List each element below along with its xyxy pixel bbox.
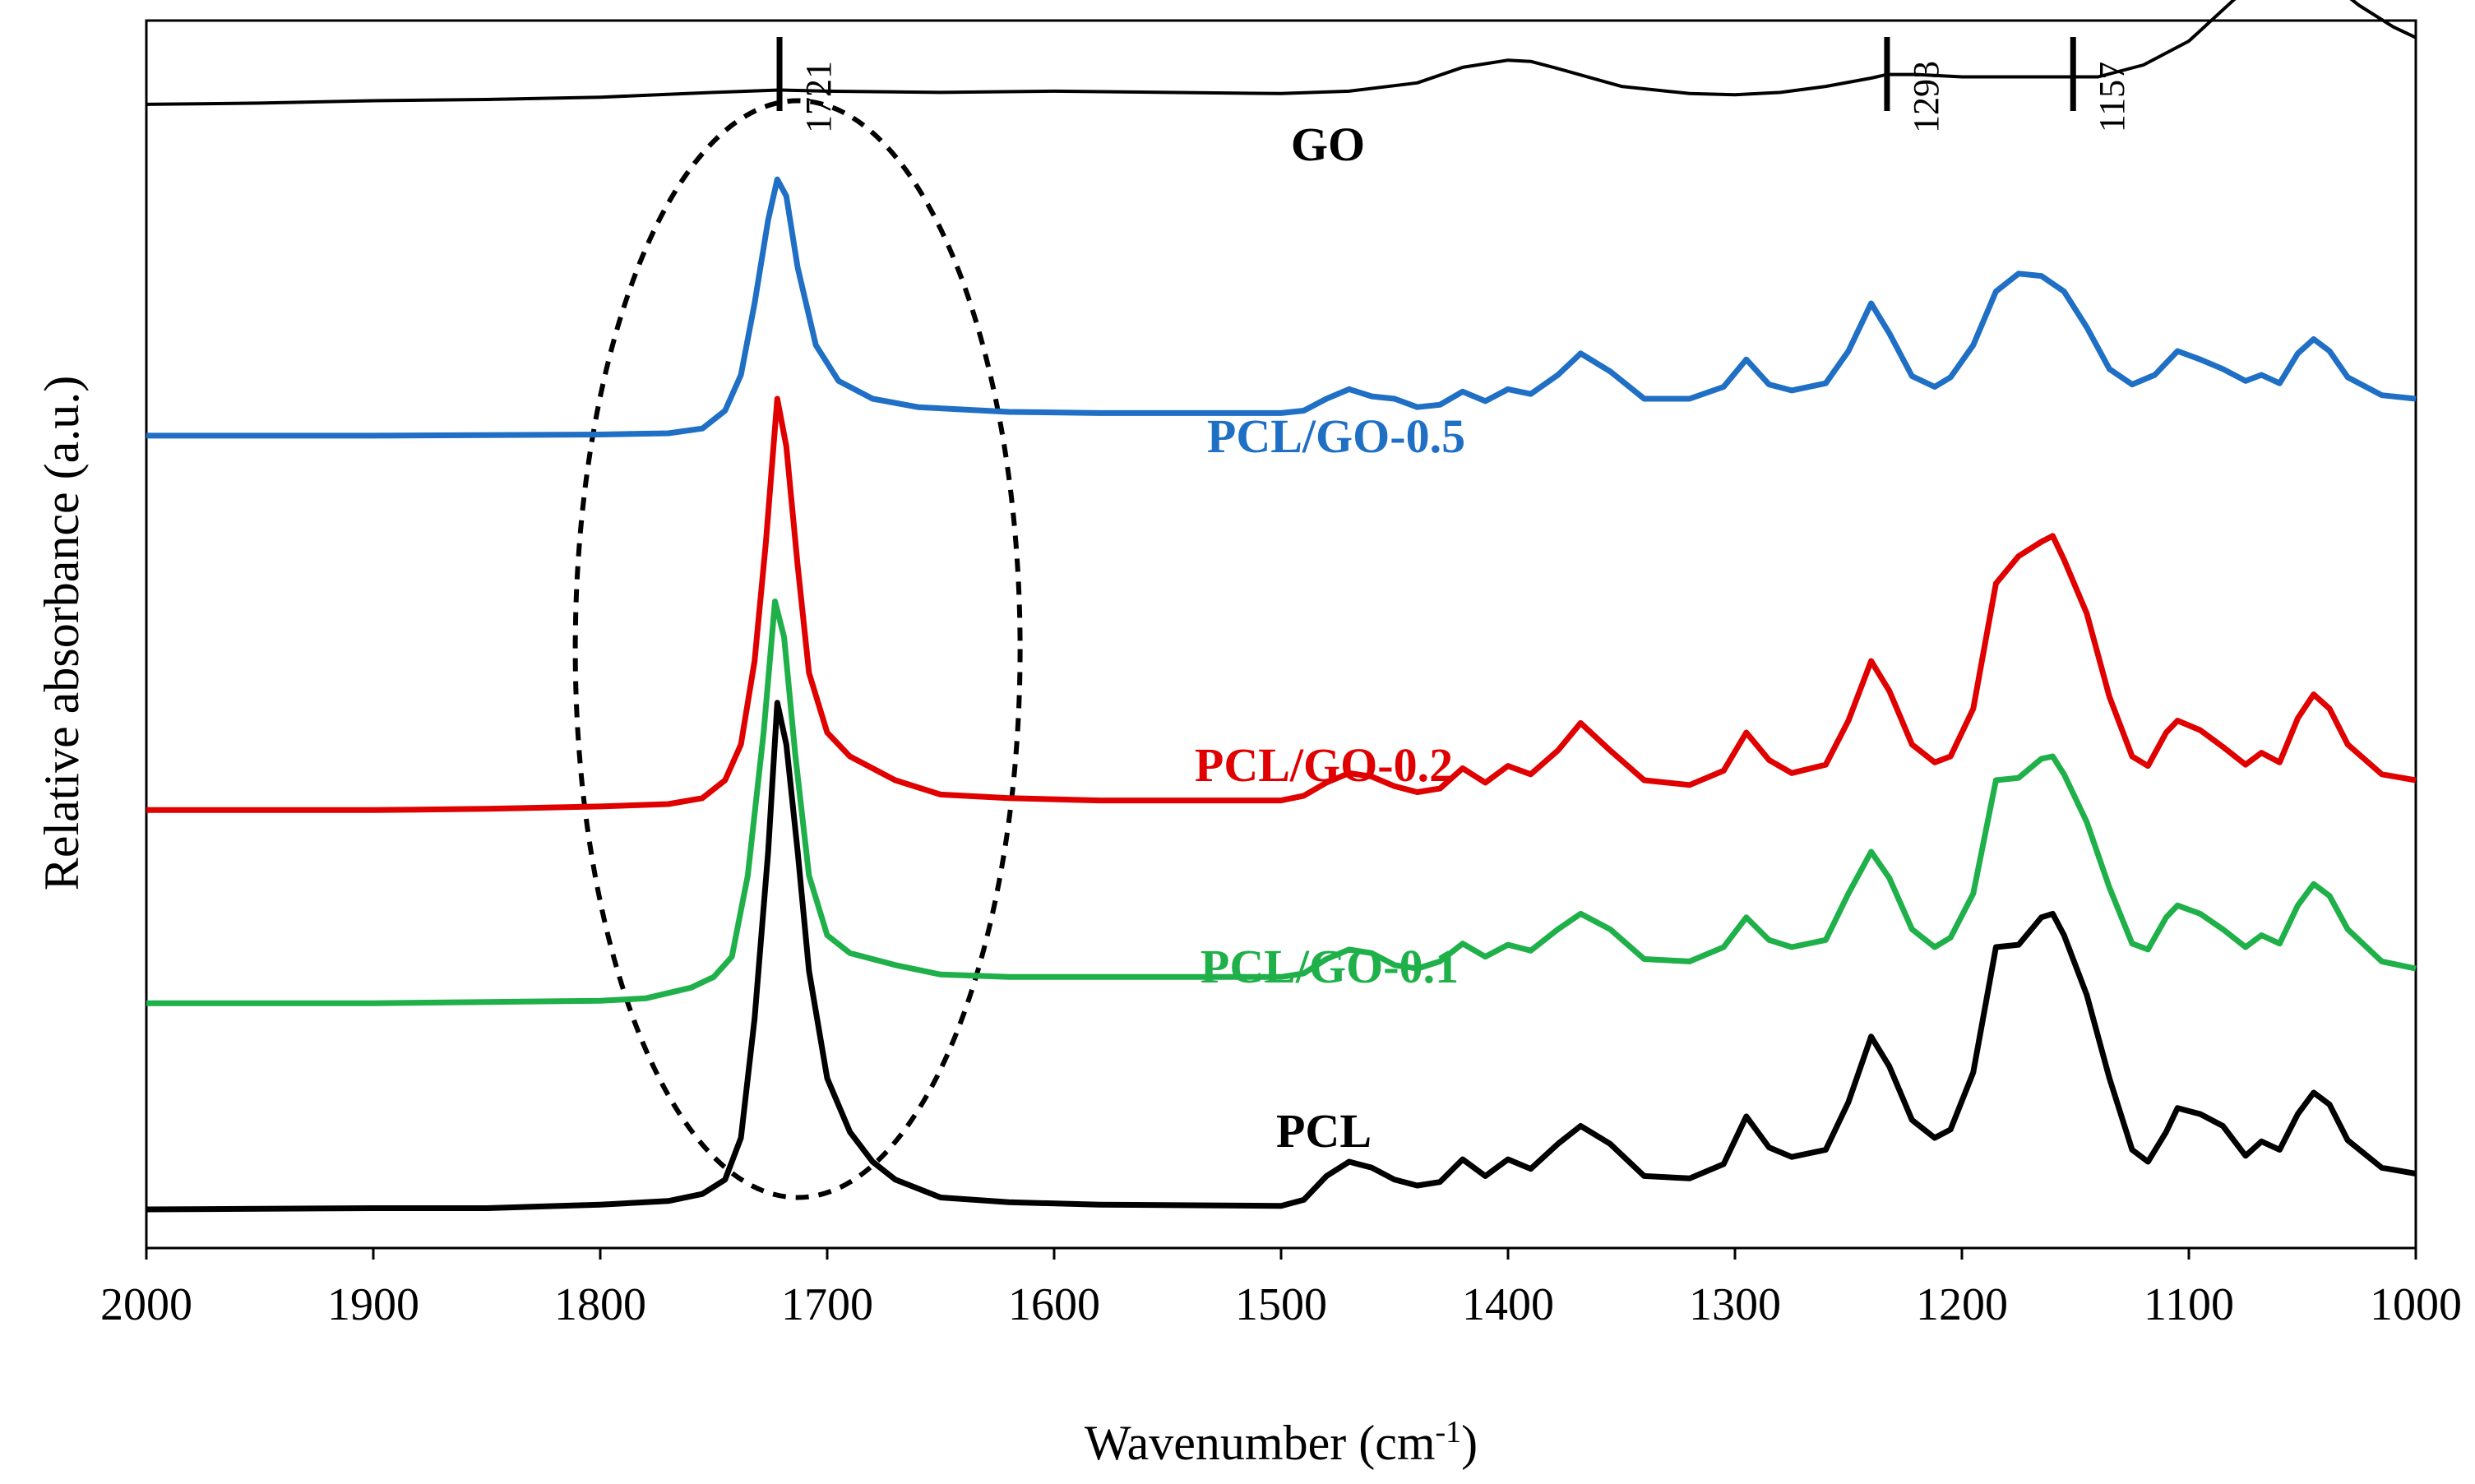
series-line-pcl-go-0-1 [146, 599, 2417, 1006]
series-line-pcl-go-0-2 [146, 395, 2417, 813]
x-axis-label: Wavenumber (cm-1) [1085, 1415, 1478, 1470]
x-tick-label-1100: 1100 [2144, 1279, 2234, 1330]
plot-frame [145, 19, 2417, 1250]
series-line-pcl-go-0-5 [146, 176, 2417, 439]
series-label-go: GO [1291, 118, 1365, 171]
x-axis-label-end: ) [1461, 1416, 1478, 1470]
series-label-pcl-go-0-1: PCL/GO-0.1 [1200, 940, 1459, 993]
annotation-label-1157: 1157 [2092, 62, 2132, 132]
x-tick-label-1900: 1900 [327, 1279, 419, 1330]
x-tick-label-1200: 1200 [1916, 1279, 2008, 1330]
annotation-label-1721: 1721 [798, 61, 839, 133]
x-tick-label-1700: 1700 [781, 1279, 873, 1330]
series-line-pcl [146, 700, 2417, 1213]
series-label-pcl-go-0-2: PCL/GO-0.2 [1195, 738, 1453, 792]
x-axis-label-superscript: -1 [1436, 1415, 1462, 1449]
series-label-pcl-go-0-5: PCL/GO-0.5 [1207, 409, 1465, 463]
y-axis-label: Relative absorbance (a.u.) [35, 376, 89, 890]
annotation-layer: 1721 1293 1157 [776, 37, 2132, 133]
series-layer [146, 0, 2417, 1213]
x-tick-layer: 2000 1900 1800 1700 1600 1500 1400 1300 1200 1100… [100, 1248, 2462, 1330]
x-tick-label-1500: 1500 [1235, 1279, 1327, 1330]
x-tick-label-1000: 1000 [2370, 1279, 2462, 1330]
x-tick-label-1800: 1800 [554, 1279, 646, 1330]
annotation-label-1293: 1293 [1906, 61, 1946, 133]
series-line-go [146, 0, 2417, 106]
highlight-ellipse [572, 98, 1023, 1200]
series-label-layer: GO PCL/GO-0.5 PCL/GO-0.2 PCL/GO-0.1 PCL [1195, 118, 1465, 1158]
x-tick-label-2000: 2000 [100, 1279, 192, 1330]
x-tick-label-1400: 1400 [1462, 1279, 1554, 1330]
x-axis-label-main: Wavenumber (cm [1085, 1416, 1436, 1470]
series-label-pcl: PCL [1276, 1104, 1372, 1158]
x-tick-label-1300: 1300 [1689, 1279, 1781, 1330]
x-tick-label-1600: 1600 [1008, 1279, 1100, 1330]
